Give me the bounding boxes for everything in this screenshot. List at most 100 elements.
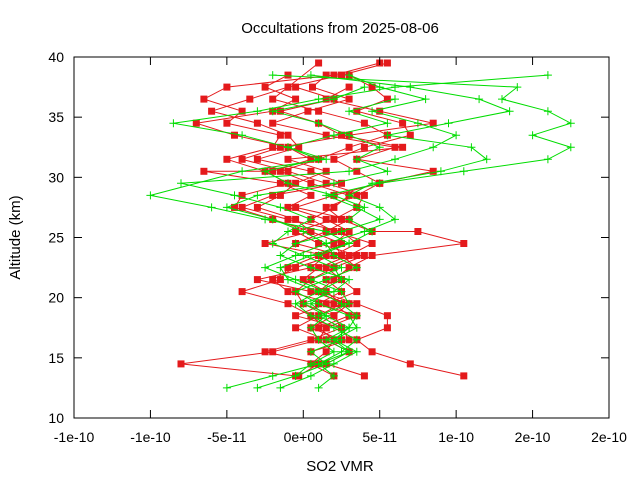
y-tick-label-2: 20 [48, 290, 64, 306]
series-3-point-0 [284, 71, 292, 79]
series-13-point-3 [329, 131, 338, 140]
series-8-point-8 [238, 167, 247, 176]
series-6-point-8 [429, 167, 437, 175]
series-4-point-2 [246, 95, 254, 103]
series-11-point-13 [284, 227, 292, 236]
series-1-point-26 [360, 372, 368, 380]
series-10-point-18 [291, 287, 300, 296]
series-7-point-7 [322, 167, 330, 175]
series-4-point-17 [269, 276, 277, 284]
series-7-point-10 [253, 203, 261, 211]
series-0-point-24 [269, 348, 277, 356]
series-11-point-26 [314, 383, 323, 392]
series-10-point-5 [383, 131, 392, 140]
series-5-point-12 [292, 228, 300, 235]
series-2-point-4 [399, 119, 407, 127]
series-9-point-21 [345, 323, 354, 332]
series-12 [222, 83, 392, 380]
series-9-point-26 [253, 383, 262, 392]
series-7-point-12 [307, 228, 315, 235]
series-3-point-10 [276, 179, 284, 187]
series-11-point-6 [429, 143, 438, 152]
series-11-point-3 [368, 107, 377, 116]
series-4-point-7 [253, 155, 261, 163]
series-0-point-2 [223, 83, 231, 91]
ticks: -1e-10 -1e-10 -5e-11 0e+00 5e-11 1e-10 2e-10 2e… [48, 49, 627, 445]
series-7-point-9 [276, 191, 284, 199]
series-10-point-24 [329, 359, 338, 368]
series-1-point-22 [292, 324, 300, 332]
series-8-point-0 [543, 71, 552, 80]
x-axis-title: SO2 VMR [306, 458, 374, 475]
series-0-point-11 [238, 191, 246, 199]
series-5-point-7 [284, 167, 292, 175]
series-10-point-13 [360, 227, 369, 236]
series-13-point-21 [306, 347, 315, 356]
series-10-point-4 [444, 119, 453, 128]
series-11-point-7 [391, 155, 399, 164]
series-3-point-8 [269, 167, 277, 175]
y-axis-title: Altitude (km) [7, 195, 24, 279]
series-4-point-5 [284, 131, 292, 139]
series-10-point-10 [345, 191, 354, 200]
series-0-point-18 [276, 276, 284, 284]
series-9-point-10 [322, 191, 331, 200]
series-12-point-0 [360, 83, 369, 92]
y-tick-label-3: 25 [48, 230, 64, 246]
series-0-point-25 [177, 360, 185, 368]
series-12-point-9 [253, 191, 262, 200]
series-6-point-3 [304, 107, 312, 115]
series-13-point-18 [314, 311, 323, 320]
series-2-point-1 [368, 83, 376, 91]
series-0-point-5 [223, 119, 231, 127]
series-2-point-21 [383, 312, 391, 320]
series-2-point-25 [406, 360, 414, 368]
series-10-point-6 [467, 143, 476, 152]
series-12-point-11 [268, 215, 277, 224]
x-tick-label-5: 1e-10 [438, 429, 474, 445]
series-5-point-13 [315, 240, 323, 247]
series-12-point-23 [306, 359, 315, 368]
series-4-point-0 [315, 59, 323, 67]
series-9-point-1 [513, 83, 522, 92]
series-5-point-19 [292, 312, 300, 320]
series-2-point-26 [460, 372, 468, 380]
series-13-point-8 [329, 191, 338, 200]
series-6-point-2 [345, 95, 353, 103]
series-12-point-17 [322, 287, 331, 296]
series-2-point-10 [353, 191, 361, 199]
series-12-point-18 [306, 299, 315, 308]
series-13-point-5 [314, 155, 323, 164]
series-9-point-0 [268, 71, 277, 80]
series-8-point-25 [222, 383, 231, 392]
series-7-point-5 [399, 143, 407, 151]
series-13-point-19 [337, 323, 346, 332]
series-9-point-19 [299, 299, 308, 308]
series-8-point-5 [238, 131, 247, 140]
series-13-point-10 [345, 215, 354, 224]
series-7 [253, 83, 407, 344]
series-1-point-18 [299, 276, 307, 284]
chart-title: Occultations from 2025-08-06 [241, 20, 439, 37]
series-4-point-8 [307, 167, 315, 175]
x-tick-label-3: 0e+00 [284, 429, 324, 445]
series-9-point-4 [566, 119, 575, 128]
series-5-point-9 [360, 191, 368, 199]
series-7-point-0 [292, 83, 300, 91]
series-4-point-9 [338, 179, 345, 187]
series-11-point-8 [345, 167, 354, 176]
series-11-point-22 [352, 335, 361, 344]
series-13-point-9 [360, 203, 369, 212]
series-5-point-21 [345, 336, 353, 344]
series-8-point-1 [391, 83, 399, 92]
series-10-point-1 [406, 83, 415, 92]
series-13-point-14 [337, 263, 346, 272]
series-2-point-11 [322, 203, 330, 211]
series-4-point-21 [315, 324, 323, 332]
series-9-point-8 [459, 167, 468, 176]
series-4-point-3 [208, 107, 216, 115]
series-13-point-4 [284, 143, 292, 152]
y-tick-label-0: 10 [48, 410, 64, 426]
series-5-point-0 [345, 83, 353, 91]
series-11-point-14 [268, 239, 277, 248]
